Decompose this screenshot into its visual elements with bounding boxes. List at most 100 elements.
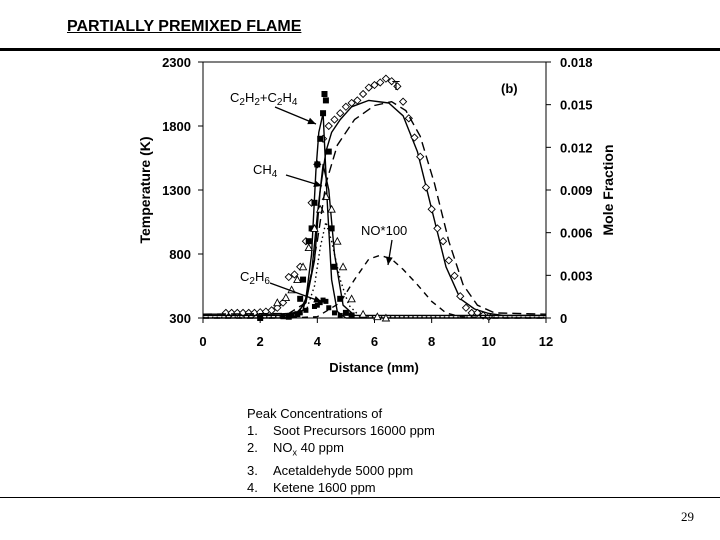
data-point-c2h2-c2h4-measured [300, 276, 307, 283]
x-tick-label: 6 [371, 334, 378, 349]
x-tick-label: 4 [314, 334, 322, 349]
data-point-c2h2-c2h4-measured [320, 110, 327, 117]
data-point-t-measured [336, 109, 345, 118]
y2-tick-label: 0.003 [560, 268, 593, 283]
annotation-label: T [392, 78, 400, 93]
x-axis-label: Distance (mm) [329, 360, 419, 375]
y2-tick-label: 0 [560, 311, 567, 326]
data-point-t-measured [324, 121, 333, 131]
data-point-c2h6-measured [320, 297, 326, 303]
annotation-label: CH4 [253, 162, 278, 180]
data-point-t-measured [347, 98, 356, 108]
data-point-c2h2-c2h4-measured [317, 135, 324, 142]
data-point-t-measured [284, 272, 293, 282]
y-tick-label: 800 [169, 247, 191, 262]
data-point-ch4-measured [293, 275, 302, 284]
data-point-t-measured [381, 74, 391, 83]
data-point-c2h6-measured [297, 310, 303, 316]
panel-label: (b) [501, 81, 518, 96]
data-point-c2h6-measured [311, 303, 317, 309]
y2-tick-label: 0.009 [560, 183, 593, 198]
y-axis-label: Temperature (K) [137, 136, 153, 243]
data-point-c2h2-c2h4-measured [331, 263, 338, 270]
peak-item: 2. NOx 40 ppm [247, 440, 344, 458]
data-point-c2h6-measured [323, 298, 329, 304]
data-point-t-measured [421, 183, 431, 192]
data-point-t-measured [450, 271, 459, 280]
data-point-c2h2-c2h4-measured [322, 97, 329, 104]
data-point-c2h2-c2h4-measured [297, 295, 304, 302]
data-point-t-measured [370, 80, 379, 90]
data-point-t-measured [341, 102, 351, 111]
data-point-ch4-measured [338, 262, 348, 271]
y-tick-label: 300 [169, 311, 191, 326]
data-point-c2h6-measured [280, 314, 286, 320]
data-point-t-measured [330, 115, 339, 124]
data-point-ch4-measured [304, 243, 314, 252]
x-tick-label: 10 [482, 334, 496, 349]
data-point-c2h6-measured [337, 312, 343, 318]
annotation-arrow-head [385, 256, 393, 265]
data-point-t-measured [416, 152, 425, 161]
data-point-c2h6-measured [331, 310, 337, 316]
y2-tick-label: 0.006 [560, 226, 593, 241]
annotation-arrow-head [313, 295, 322, 303]
data-point-c2h2-c2h4-measured [314, 161, 321, 168]
y2-tick-label: 0.012 [560, 140, 593, 155]
data-point-c2h2-c2h4-measured [348, 312, 355, 319]
data-point-c2h6-measured [303, 307, 309, 313]
data-point-t-measured [467, 308, 476, 318]
x-tick-label: 12 [539, 334, 553, 349]
data-point-ch4-measured [273, 298, 282, 307]
annotation-arrow-head [307, 117, 316, 125]
data-point-ch4-measured [298, 262, 308, 271]
data-point-ch4-measured [347, 294, 356, 303]
data-point-c2h6-measured [317, 300, 323, 306]
data-point-c2h2-c2h4-measured [321, 91, 328, 97]
title-rule [0, 48, 720, 51]
data-point-t-measured [456, 292, 465, 301]
y-tick-label: 1300 [162, 183, 191, 198]
data-point-c2h2-c2h4-measured [342, 309, 349, 316]
data-point-t-measured [353, 96, 362, 105]
data-point-t-measured [393, 82, 402, 91]
data-point-t-measured [267, 306, 276, 315]
data-point-ch4-measured [373, 312, 382, 321]
data-point-c2h2-c2h4-measured [311, 199, 318, 206]
annotation-label: C2H2+C2H4 [230, 90, 298, 108]
data-point-ch4-measured [281, 293, 291, 301]
data-point-t-measured [444, 256, 453, 265]
data-point-t-measured [398, 97, 408, 106]
temperature-mole-fraction-chart: 0 2 4 6 8 10 12 300 800 1300 1800 2300 0 0.003 0.006 0.… [137, 55, 616, 375]
data-point-t-measured [358, 89, 368, 99]
data-point-t-measured [433, 224, 442, 233]
peak-item: 3. Acetaldehyde 5000 ppm [247, 462, 414, 478]
series-line-c2h6 [202, 221, 547, 319]
data-point-t-measured [473, 308, 482, 318]
data-point-t-measured [410, 133, 419, 142]
data-point-t-measured [364, 83, 373, 92]
data-point-c2h2-c2h4-measured [305, 238, 312, 245]
peak-item: 1. Soot Precursors 16000 ppm [247, 423, 435, 438]
series-line-c2h2-c2h4 [203, 112, 546, 319]
annotation-arrow-line [269, 282, 323, 303]
data-point-c2h2-c2h4-measured [325, 148, 332, 155]
data-point-t-measured [290, 270, 299, 279]
data-point-ch4-measured [381, 313, 391, 322]
slide-title: PARTIALLY PREMIXED FLAME [67, 18, 302, 35]
x-tick-label: 2 [257, 334, 264, 349]
data-point-t-measured [387, 77, 396, 86]
x-tick-label: 0 [199, 334, 206, 349]
annotation-arrow-head [313, 180, 322, 188]
data-point-c2h2-c2h4-measured [308, 225, 315, 232]
series-line-no-100 [203, 254, 546, 319]
data-point-ch4-measured [358, 309, 368, 318]
data-point-ch4-measured [333, 236, 342, 245]
data-point-ch4-measured [310, 223, 319, 232]
series-line-ch4 [203, 163, 546, 317]
data-point-c2h2-c2h4-measured [294, 311, 301, 318]
y2-axis-label: Mole Fraction [600, 144, 616, 235]
data-point-t-measured [238, 308, 248, 318]
y-tick-label: 2300 [162, 55, 191, 70]
data-point-c2h6-measured [314, 302, 320, 308]
